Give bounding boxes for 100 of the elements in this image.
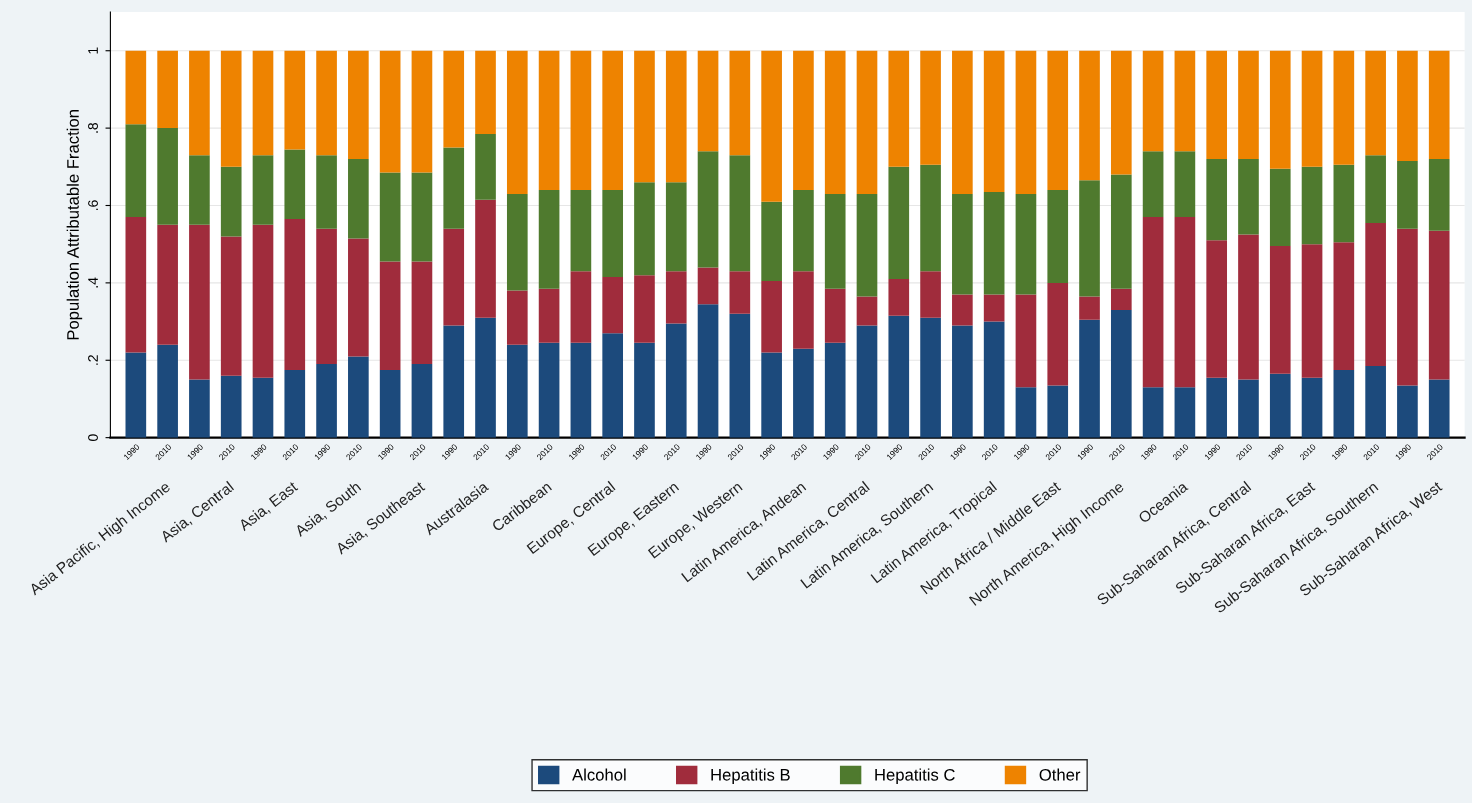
bar xyxy=(729,271,751,314)
bar xyxy=(125,124,147,218)
bar xyxy=(634,275,655,343)
bar xyxy=(1238,379,1259,438)
bar xyxy=(697,151,719,268)
bar xyxy=(1365,222,1386,367)
bar xyxy=(443,50,465,148)
bar xyxy=(506,344,528,438)
bar xyxy=(1047,385,1069,438)
bar xyxy=(1206,50,1228,160)
bar xyxy=(220,50,242,167)
bar xyxy=(793,271,814,349)
bar xyxy=(793,50,814,191)
bar xyxy=(1269,246,1291,374)
bar xyxy=(1015,193,1037,295)
bar xyxy=(1333,164,1355,243)
bar xyxy=(1206,159,1228,241)
bar xyxy=(125,352,147,438)
bar xyxy=(506,290,528,345)
bar xyxy=(1142,387,1164,438)
bar xyxy=(602,277,624,334)
bar xyxy=(729,313,751,438)
bar xyxy=(1365,366,1386,438)
bar xyxy=(1206,240,1228,378)
bar xyxy=(888,166,910,280)
bar xyxy=(379,172,401,262)
bar xyxy=(411,172,433,262)
bar xyxy=(348,50,369,160)
bar xyxy=(1428,379,1450,438)
bar xyxy=(1079,50,1100,181)
bar xyxy=(1079,180,1100,297)
bar xyxy=(665,271,687,324)
bar xyxy=(1269,373,1291,438)
bar xyxy=(920,271,941,318)
bar xyxy=(443,228,465,326)
bar xyxy=(761,50,782,202)
bar xyxy=(602,190,624,278)
bar xyxy=(252,155,274,225)
bar xyxy=(1079,319,1100,438)
bar xyxy=(824,50,846,194)
bar xyxy=(284,369,306,438)
bar xyxy=(729,155,751,272)
bar xyxy=(1142,217,1164,388)
bar xyxy=(538,342,560,438)
bar xyxy=(1301,50,1323,167)
y-tick-label: .8 xyxy=(88,122,98,133)
bar xyxy=(1142,151,1164,218)
bar xyxy=(824,193,846,289)
bar xyxy=(634,182,655,276)
bar xyxy=(443,147,465,229)
bar xyxy=(220,166,242,237)
bar xyxy=(379,369,401,438)
bar xyxy=(379,50,401,173)
bar xyxy=(252,50,274,156)
bar xyxy=(761,280,782,353)
bar xyxy=(220,236,242,376)
bar xyxy=(284,50,306,150)
bar xyxy=(888,279,910,316)
bar xyxy=(1238,234,1259,380)
bar xyxy=(1365,155,1386,223)
bar xyxy=(189,379,210,438)
bar xyxy=(697,304,719,438)
bar xyxy=(1333,369,1355,438)
bar xyxy=(793,348,814,438)
bar xyxy=(1269,168,1291,247)
legend-label: Hepatitis C xyxy=(875,768,955,784)
bar xyxy=(475,50,496,134)
bar xyxy=(602,333,624,438)
bar xyxy=(1110,309,1132,438)
bar xyxy=(888,315,910,438)
bar xyxy=(189,155,210,225)
bar xyxy=(856,296,878,326)
bar xyxy=(1397,228,1418,386)
bar xyxy=(411,261,433,365)
bar xyxy=(793,190,814,272)
bar xyxy=(475,133,496,200)
bar xyxy=(506,50,528,194)
bar xyxy=(252,377,274,438)
bar xyxy=(665,323,687,438)
bar xyxy=(570,271,592,343)
bar xyxy=(348,238,369,357)
bar xyxy=(506,193,528,291)
bar xyxy=(1428,159,1450,231)
bar xyxy=(761,201,782,281)
bar xyxy=(443,325,465,438)
bar xyxy=(1206,377,1228,438)
bar xyxy=(125,50,147,125)
bar xyxy=(1269,50,1291,169)
bar xyxy=(475,317,496,438)
bar xyxy=(856,50,878,194)
bar xyxy=(729,50,751,156)
bar xyxy=(856,325,878,438)
bar xyxy=(920,164,941,272)
bar xyxy=(952,50,973,194)
bar xyxy=(252,224,274,378)
legend-label: Other xyxy=(1039,768,1081,781)
bar xyxy=(888,50,910,167)
bar xyxy=(1333,50,1355,165)
bar xyxy=(1174,387,1196,438)
y-axis-title: Population Attributable Fraction xyxy=(66,110,83,340)
